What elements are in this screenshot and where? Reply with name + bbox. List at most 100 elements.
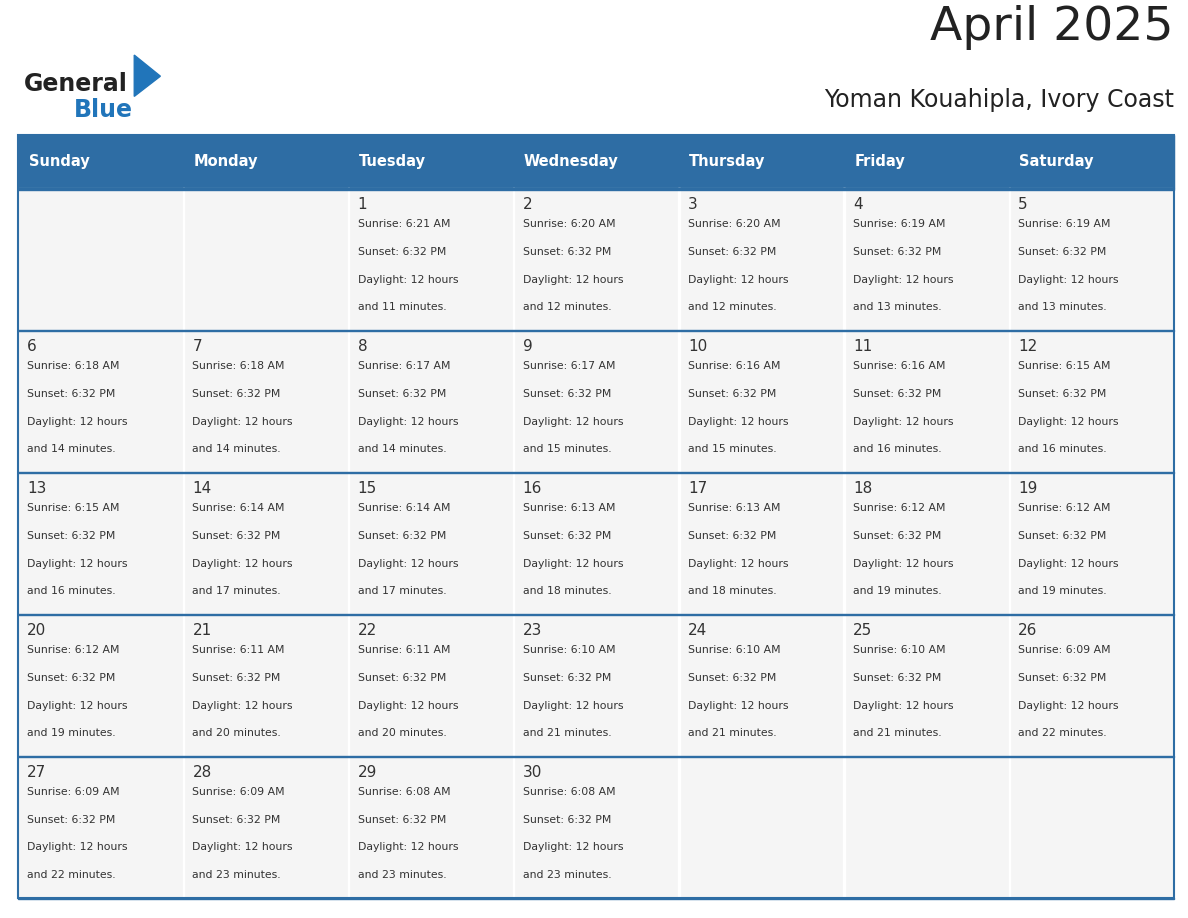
Bar bbox=[18, 756, 1174, 757]
Text: Sunset: 6:32 PM: Sunset: 6:32 PM bbox=[1018, 247, 1106, 257]
Bar bbox=[1009, 188, 1174, 330]
Bar bbox=[18, 614, 1174, 615]
Text: Sunrise: 6:11 AM: Sunrise: 6:11 AM bbox=[358, 645, 450, 655]
Text: Sunrise: 6:09 AM: Sunrise: 6:09 AM bbox=[27, 787, 120, 797]
Text: Daylight: 12 hours: Daylight: 12 hours bbox=[27, 417, 128, 427]
Text: Daylight: 12 hours: Daylight: 12 hours bbox=[523, 843, 624, 853]
Text: Sunrise: 6:10 AM: Sunrise: 6:10 AM bbox=[853, 645, 946, 655]
Text: Sunset: 6:32 PM: Sunset: 6:32 PM bbox=[523, 389, 611, 399]
Bar bbox=[348, 188, 349, 330]
Text: Sunset: 6:32 PM: Sunset: 6:32 PM bbox=[853, 389, 941, 399]
Text: and 15 minutes.: and 15 minutes. bbox=[688, 444, 777, 454]
Text: and 23 minutes.: and 23 minutes. bbox=[523, 870, 612, 880]
Text: Sunset: 6:32 PM: Sunset: 6:32 PM bbox=[688, 247, 776, 257]
Text: Daylight: 12 hours: Daylight: 12 hours bbox=[523, 417, 624, 427]
Text: 27: 27 bbox=[27, 765, 46, 780]
Text: and 12 minutes.: and 12 minutes. bbox=[523, 302, 612, 312]
Text: 7: 7 bbox=[192, 340, 202, 354]
Text: Daylight: 12 hours: Daylight: 12 hours bbox=[688, 417, 789, 427]
Text: and 13 minutes.: and 13 minutes. bbox=[1018, 302, 1107, 312]
Text: Daylight: 12 hours: Daylight: 12 hours bbox=[523, 274, 624, 285]
Text: 9: 9 bbox=[523, 340, 532, 354]
Bar bbox=[18, 614, 183, 756]
Bar bbox=[18, 135, 183, 188]
Text: Daylight: 12 hours: Daylight: 12 hours bbox=[27, 843, 128, 853]
Text: Sunrise: 6:18 AM: Sunrise: 6:18 AM bbox=[192, 362, 285, 371]
Text: Sunset: 6:32 PM: Sunset: 6:32 PM bbox=[27, 389, 115, 399]
Text: Yoman Kouahipla, Ivory Coast: Yoman Kouahipla, Ivory Coast bbox=[823, 88, 1174, 112]
Text: 16: 16 bbox=[523, 481, 542, 497]
Bar bbox=[843, 614, 1009, 756]
Text: Daylight: 12 hours: Daylight: 12 hours bbox=[192, 700, 293, 711]
Text: 11: 11 bbox=[853, 340, 872, 354]
Text: Tuesday: Tuesday bbox=[359, 154, 425, 169]
Bar bbox=[348, 330, 349, 472]
Text: 21: 21 bbox=[192, 623, 211, 638]
Text: Sunrise: 6:21 AM: Sunrise: 6:21 AM bbox=[358, 219, 450, 230]
Bar bbox=[183, 472, 184, 614]
Bar bbox=[843, 756, 1009, 898]
Bar bbox=[843, 756, 845, 898]
Text: Daylight: 12 hours: Daylight: 12 hours bbox=[27, 700, 128, 711]
Text: Sunrise: 6:14 AM: Sunrise: 6:14 AM bbox=[358, 503, 450, 513]
Bar bbox=[348, 472, 349, 614]
Text: Daylight: 12 hours: Daylight: 12 hours bbox=[1018, 417, 1119, 427]
Text: Sunset: 6:32 PM: Sunset: 6:32 PM bbox=[192, 815, 280, 824]
Text: General: General bbox=[24, 73, 127, 96]
Text: Sunrise: 6:15 AM: Sunrise: 6:15 AM bbox=[1018, 362, 1111, 371]
Bar bbox=[183, 756, 348, 898]
Text: Sunset: 6:32 PM: Sunset: 6:32 PM bbox=[192, 531, 280, 541]
Text: Sunset: 6:32 PM: Sunset: 6:32 PM bbox=[27, 531, 115, 541]
Text: Sunset: 6:32 PM: Sunset: 6:32 PM bbox=[358, 247, 446, 257]
Bar bbox=[18, 472, 1174, 474]
Text: Daylight: 12 hours: Daylight: 12 hours bbox=[192, 558, 293, 568]
Text: Sunset: 6:32 PM: Sunset: 6:32 PM bbox=[27, 815, 115, 824]
Bar bbox=[843, 135, 1009, 188]
Text: Sunrise: 6:08 AM: Sunrise: 6:08 AM bbox=[358, 787, 450, 797]
Text: Sunrise: 6:14 AM: Sunrise: 6:14 AM bbox=[192, 503, 285, 513]
Text: Sunrise: 6:16 AM: Sunrise: 6:16 AM bbox=[853, 362, 946, 371]
Text: Daylight: 12 hours: Daylight: 12 hours bbox=[523, 700, 624, 711]
Bar bbox=[678, 330, 843, 472]
Text: and 19 minutes.: and 19 minutes. bbox=[27, 728, 116, 738]
Text: and 19 minutes.: and 19 minutes. bbox=[853, 587, 942, 597]
Text: Sunrise: 6:12 AM: Sunrise: 6:12 AM bbox=[853, 503, 946, 513]
Bar bbox=[678, 472, 843, 614]
Text: 29: 29 bbox=[358, 765, 377, 780]
Text: and 23 minutes.: and 23 minutes. bbox=[192, 870, 282, 880]
Bar bbox=[513, 188, 678, 330]
Text: 12: 12 bbox=[1018, 340, 1037, 354]
Bar bbox=[18, 330, 1174, 331]
Bar bbox=[678, 614, 843, 756]
Bar bbox=[1009, 330, 1174, 472]
Text: Sunrise: 6:19 AM: Sunrise: 6:19 AM bbox=[853, 219, 946, 230]
Text: Sunrise: 6:10 AM: Sunrise: 6:10 AM bbox=[523, 645, 615, 655]
Text: and 16 minutes.: and 16 minutes. bbox=[1018, 444, 1107, 454]
Text: Sunrise: 6:18 AM: Sunrise: 6:18 AM bbox=[27, 362, 120, 371]
Text: Sunrise: 6:09 AM: Sunrise: 6:09 AM bbox=[192, 787, 285, 797]
Bar bbox=[1009, 614, 1174, 756]
Text: and 16 minutes.: and 16 minutes. bbox=[27, 587, 116, 597]
Text: Sunset: 6:32 PM: Sunset: 6:32 PM bbox=[688, 673, 776, 683]
Bar bbox=[183, 330, 184, 472]
Text: Sunset: 6:32 PM: Sunset: 6:32 PM bbox=[358, 673, 446, 683]
Text: Saturday: Saturday bbox=[1019, 154, 1094, 169]
Text: Daylight: 12 hours: Daylight: 12 hours bbox=[358, 843, 459, 853]
Text: 8: 8 bbox=[358, 340, 367, 354]
Text: Sunset: 6:32 PM: Sunset: 6:32 PM bbox=[27, 673, 115, 683]
Text: Sunset: 6:32 PM: Sunset: 6:32 PM bbox=[1018, 673, 1106, 683]
Text: Daylight: 12 hours: Daylight: 12 hours bbox=[853, 417, 954, 427]
Text: 17: 17 bbox=[688, 481, 707, 497]
Text: Blue: Blue bbox=[74, 98, 133, 122]
Text: Monday: Monday bbox=[194, 154, 258, 169]
Text: 2: 2 bbox=[523, 197, 532, 212]
Text: and 18 minutes.: and 18 minutes. bbox=[523, 587, 612, 597]
Bar bbox=[183, 135, 348, 188]
Bar bbox=[678, 472, 680, 614]
Text: and 23 minutes.: and 23 minutes. bbox=[358, 870, 447, 880]
Text: 30: 30 bbox=[523, 765, 542, 780]
Bar bbox=[18, 472, 183, 614]
Text: and 15 minutes.: and 15 minutes. bbox=[523, 444, 612, 454]
Bar bbox=[1009, 756, 1010, 898]
Bar bbox=[348, 188, 513, 330]
